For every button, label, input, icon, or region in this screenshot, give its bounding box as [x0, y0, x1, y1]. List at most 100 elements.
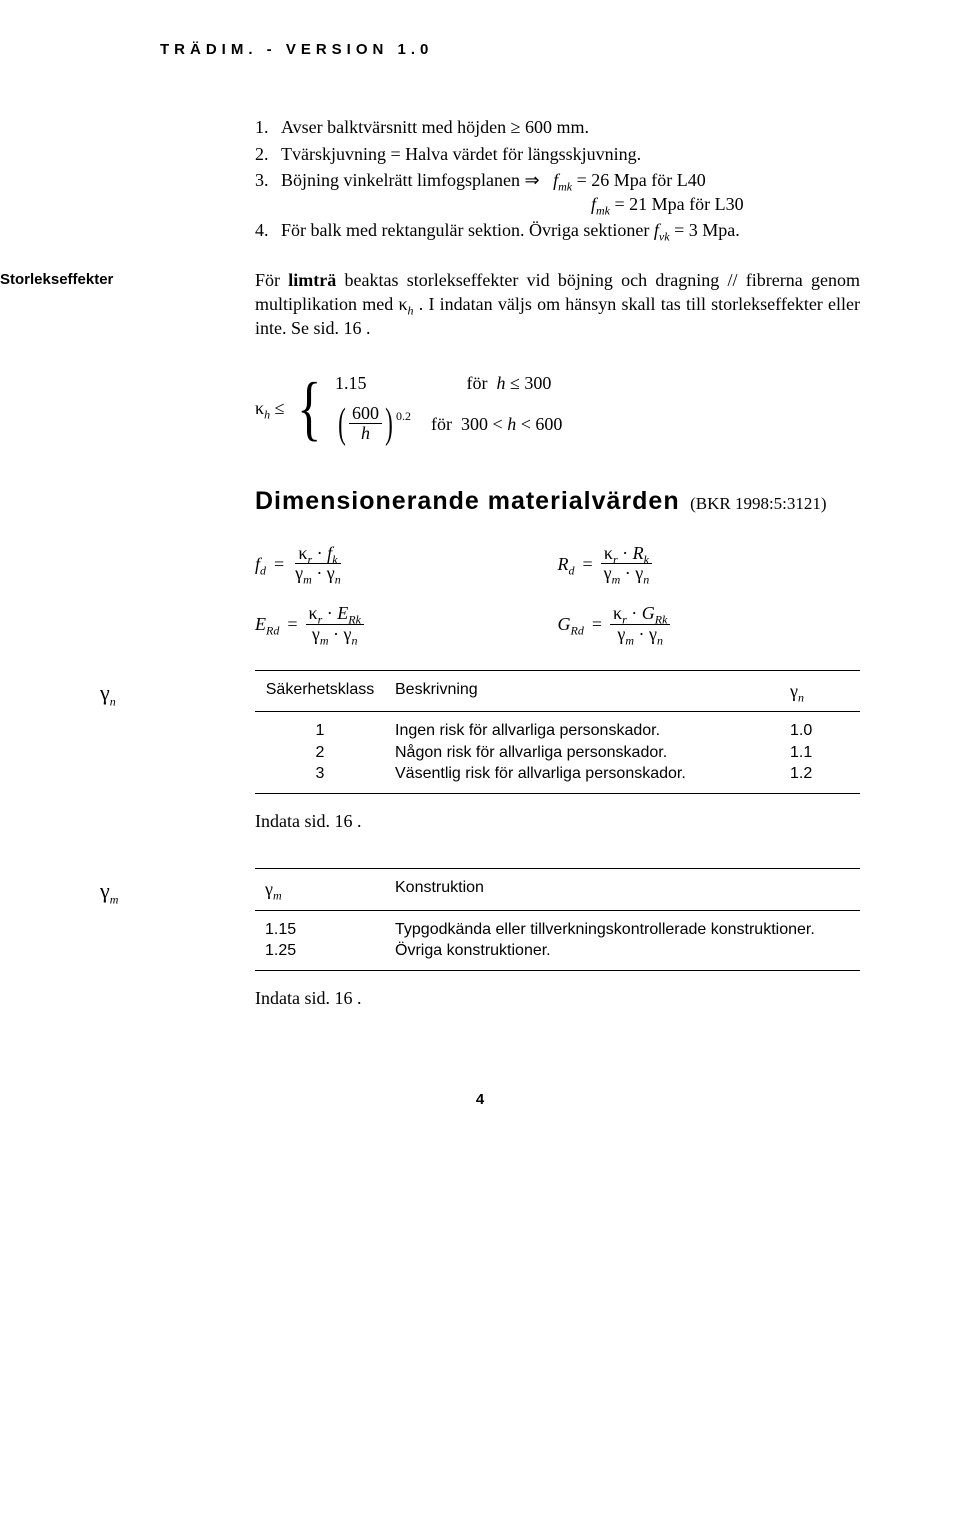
- d1: Ingen risk för allvarliga personskador.: [395, 720, 770, 742]
- rd-den: γm · γn: [601, 564, 653, 584]
- list-item: 3. Böjning vinkelrätt limfogsplanen ⇒ fm…: [255, 168, 860, 217]
- indata-2: Indata sid. 16 .: [255, 986, 860, 1010]
- section-title: Dimensionerande materialvärden: [255, 487, 680, 515]
- grd-den: γm · γn: [614, 625, 666, 645]
- page-header: TRÄDIM. - VERSION 1.0: [160, 40, 860, 60]
- fraction: 600 h: [349, 404, 382, 445]
- v1: 1.0: [790, 720, 850, 742]
- for-2: för: [431, 414, 461, 434]
- grd-lhs: GRd: [558, 612, 584, 636]
- th-gamma-m: γm: [255, 869, 385, 910]
- p-a: För: [255, 270, 288, 290]
- storleks-block: Storlekseffekter För limträ beaktas stor…: [255, 268, 860, 341]
- margin-gamma-n: γn: [100, 678, 116, 708]
- kappa-inequality: κh ≤ { 1.15 för h ≤ 300 ( 600 h ) 0.2 fö…: [255, 371, 860, 445]
- table-header-row: Säkerhetsklass Beskrivning γn: [255, 670, 860, 711]
- th-desc: Beskrivning: [385, 670, 780, 711]
- k1: 1.15: [265, 919, 375, 941]
- erd-frac: κr · ERk γm · γn: [306, 604, 364, 645]
- f-mk-indent: fmk = 21 Mpa för L30: [591, 194, 744, 214]
- frac-num: 600: [349, 404, 382, 425]
- fd-num: κr · fk: [295, 544, 340, 565]
- d2: Övriga konstruktioner.: [395, 940, 850, 962]
- margin-storlekseffekter: Storlekseffekter: [0, 270, 113, 290]
- item-text: För balk med rektangulär sektion. Övriga…: [281, 218, 860, 242]
- p-b: limträ: [288, 270, 336, 290]
- td-v: 1.0 1.1 1.2: [780, 712, 860, 794]
- table2-block: γm γm Konstruktion 1.15 1.25 Typgodkända…: [255, 868, 860, 970]
- td-k: 1.15 1.25: [255, 910, 385, 970]
- table-row: 1.15 1.25 Typgodkända eller tillverkning…: [255, 910, 860, 970]
- kappa-lhs: κh ≤: [255, 396, 284, 420]
- d2: Någon risk för allvarliga personskador.: [395, 742, 770, 764]
- margin-gamma-m: γm: [100, 876, 118, 906]
- grd-frac: κr · GRk γm · γn: [610, 604, 670, 645]
- f-mk: fmk: [553, 170, 572, 190]
- list-item: 1. Avser balktvärsnitt med höjden ≥ 600 …: [255, 115, 860, 139]
- case2-expr: ( 600 h ) 0.2: [335, 403, 411, 445]
- eq-grd: GRd = κr · GRk γm · γn: [558, 604, 861, 645]
- td-d: Typgodkända eller tillverkningskontrolle…: [385, 910, 860, 970]
- construction-table: γm Konstruktion 1.15 1.25 Typgodkända el…: [255, 868, 860, 970]
- left-paren: (: [338, 403, 346, 445]
- table-row: 1 2 3 Ingen risk för allvarliga personsk…: [255, 712, 860, 794]
- rd-num: κr · Rk: [601, 544, 652, 565]
- case2-cond: för 300 < h < 600: [431, 412, 562, 436]
- left-brace: {: [298, 372, 322, 444]
- eq-erd: ERd = κr · ERk γm · γn: [255, 604, 558, 645]
- cases: 1.15 för h ≤ 300 ( 600 h ) 0.2 för 300 <…: [335, 371, 562, 445]
- item-text: Tvärskjuvning = Halva värdet för längssk…: [281, 142, 860, 166]
- item-text: Böjning vinkelrätt limfogsplanen ⇒ fmk =…: [281, 168, 860, 217]
- section-heading-row: Dimensionerande materialvärden (BKR 1998…: [255, 485, 860, 519]
- list-item: 4. För balk med rektangulär sektion. Övr…: [255, 218, 860, 242]
- v3: 1.2: [790, 763, 850, 785]
- rd-frac: κr · Rk γm · γn: [601, 544, 653, 585]
- item-number: 3.: [255, 168, 281, 192]
- th-constr: Konstruktion: [385, 869, 860, 910]
- k2: 1.25: [265, 940, 375, 962]
- item-number: 1.: [255, 115, 281, 139]
- main-content: 1. Avser balktvärsnitt med höjden ≥ 600 …: [255, 115, 860, 1010]
- erd-num: κr · ERk: [306, 604, 364, 625]
- item-number: 2.: [255, 142, 281, 166]
- case1-cond: för h ≤ 300: [467, 371, 552, 395]
- numbered-list: 1. Avser balktvärsnitt med höjden ≥ 600 …: [255, 115, 860, 242]
- text-a: För balk med rektangulär sektion. Övriga…: [281, 220, 654, 240]
- section-ref: (BKR 1998:5:3121): [690, 494, 826, 513]
- indata-1: Indata sid. 16 .: [255, 809, 860, 833]
- case-2: ( 600 h ) 0.2 för 300 < h < 600: [335, 403, 562, 445]
- item-number: 4.: [255, 218, 281, 242]
- safety-class-table: Säkerhetsklass Beskrivning γn 1 2 3 Inge…: [255, 670, 860, 794]
- d1: Typgodkända eller tillverkningskontrolle…: [395, 919, 850, 941]
- th-gamma: γn: [780, 670, 860, 711]
- exponent: 0.2: [396, 408, 411, 424]
- case1-val: 1.15: [335, 371, 367, 395]
- item-text: Avser balktvärsnitt med höjden ≥ 600 mm.: [281, 115, 860, 139]
- table-header-row: γm Konstruktion: [255, 869, 860, 910]
- equations: fd = κr · fk γm · γn Rd = κr · Rk γm · γ…: [255, 544, 860, 645]
- rd-lhs: Rd: [558, 552, 575, 576]
- erd-lhs: ERd: [255, 612, 279, 636]
- fd-den: γm · γn: [292, 564, 344, 584]
- k2: 2: [265, 742, 375, 764]
- erd-den: γm · γn: [309, 625, 361, 645]
- eq-row-2: ERd = κr · ERk γm · γn GRd = κr · GRk γm…: [255, 604, 860, 645]
- kappa-h-inline: κh: [398, 294, 413, 314]
- storleks-paragraph: För limträ beaktas storlekseffekter vid …: [255, 268, 860, 341]
- list-item: 2. Tvärskjuvning = Halva värdet för läng…: [255, 142, 860, 166]
- for-1: för: [467, 373, 497, 393]
- th-class: Säkerhetsklass: [255, 670, 385, 711]
- case-1: 1.15 för h ≤ 300: [335, 371, 562, 395]
- eq-rd: Rd = κr · Rk γm · γn: [558, 544, 861, 585]
- table1-block: γn Säkerhetsklass Beskrivning γn 1 2 3 I…: [255, 670, 860, 794]
- page-number: 4: [100, 1090, 860, 1110]
- eq-row-1: fd = κr · fk γm · γn Rd = κr · Rk γm · γ…: [255, 544, 860, 585]
- fd-lhs: fd: [255, 552, 266, 576]
- fd-frac: κr · fk γm · γn: [292, 544, 344, 585]
- d3: Väsentlig risk för allvarliga personskad…: [395, 763, 770, 785]
- text-a: Böjning vinkelrätt limfogsplanen ⇒: [281, 170, 540, 190]
- f-vk: fvk: [654, 220, 670, 240]
- td-d: Ingen risk för allvarliga personskador. …: [385, 712, 780, 794]
- k3: 3: [265, 763, 375, 785]
- frac-den: h: [358, 424, 373, 444]
